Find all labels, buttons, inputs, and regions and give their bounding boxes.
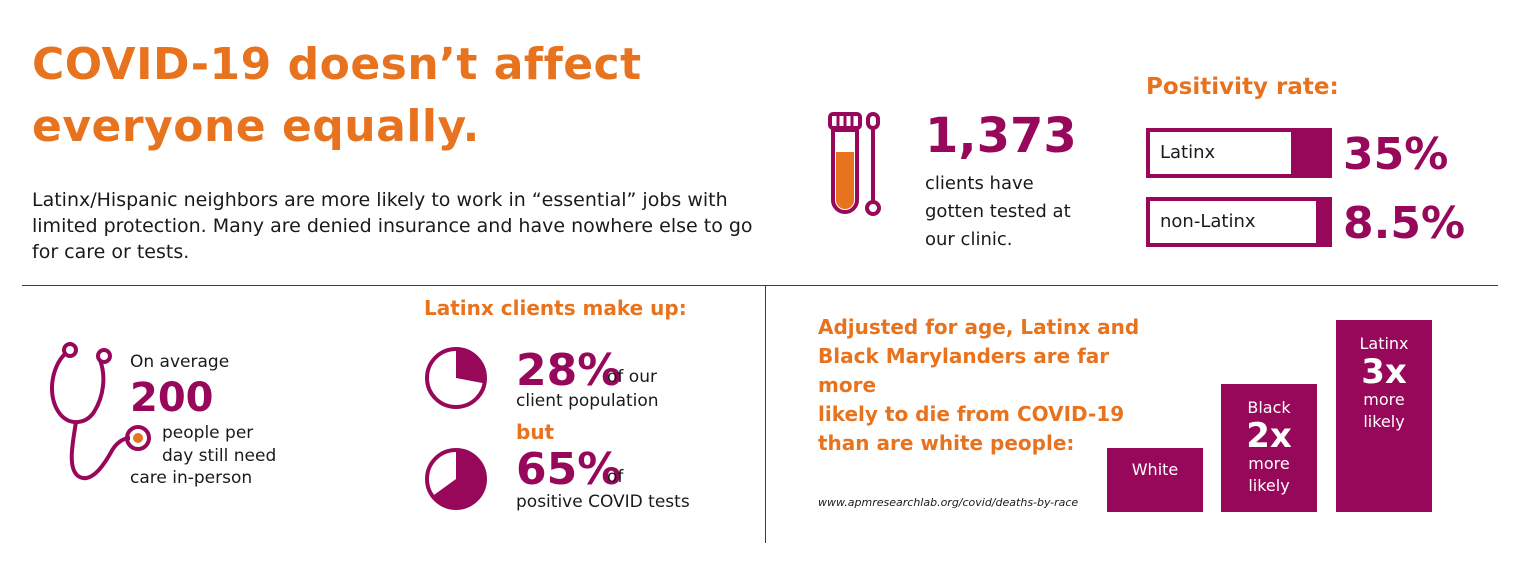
client-share-pie <box>425 347 487 409</box>
in-person-closing: care in-person <box>130 468 253 488</box>
positivity-bar-track <box>1150 201 1316 243</box>
tested-description: clients have gotten tested at our clinic… <box>925 170 1105 254</box>
bar-multiplier: 3x <box>1361 352 1407 392</box>
bar-note: likely <box>1363 412 1405 431</box>
tested-desc-line: clients have <box>925 173 1034 194</box>
mortality-bar-white: White <box>1107 448 1203 512</box>
tested-count: 1,373 <box>925 108 1077 164</box>
mortality-bar-black: Black 2x more likely <box>1221 384 1317 512</box>
client-share-percent: 28% <box>516 345 622 396</box>
mortality-title-line: Adjusted for age, Latinx and <box>818 315 1140 339</box>
but-connector: but <box>516 420 555 444</box>
page-title: COVID-19 doesn’t affect everyone equally… <box>32 34 792 158</box>
title-line-2: everyone equally. <box>32 101 480 152</box>
bar-note: likely <box>1248 476 1290 495</box>
title-line-1: COVID-19 doesn’t affect <box>32 39 642 90</box>
bar-note: more <box>1363 390 1405 409</box>
mortality-title-line: likely to die from COVID-19 <box>818 402 1125 426</box>
source-link[interactable]: www.apmresearchlab.org/covid/deaths-by-r… <box>818 496 1079 509</box>
bar-label: Black <box>1247 398 1291 417</box>
bar-label: White <box>1131 460 1179 479</box>
bar-note: more <box>1248 454 1290 473</box>
positivity-bar-non-latinx: non-Latinx <box>1146 197 1332 247</box>
intro-paragraph: Latinx/Hispanic neighbors are more likel… <box>32 189 753 263</box>
positivity-value-non-latinx: 8.5% <box>1343 198 1466 249</box>
positivity-bar-latinx: Latinx <box>1146 128 1332 178</box>
in-person-desc-line: people per <box>162 423 254 443</box>
mortality-title-line: Black Marylanders are far more <box>818 344 1110 397</box>
in-person-number: 200 <box>130 375 214 421</box>
in-person-intro: On average <box>130 352 230 372</box>
latinx-share-title: Latinx clients make up: <box>424 296 687 320</box>
bar-multiplier: 2x <box>1246 416 1292 456</box>
mortality-title-line: than are white people: <box>818 431 1075 455</box>
positivity-label-non-latinx: non-Latinx <box>1160 211 1256 232</box>
positive-share-percent: 65% <box>516 444 622 495</box>
in-person-description: people per day still need <box>162 422 302 468</box>
mortality-bar-latinx: Latinx 3x more likely <box>1336 320 1432 512</box>
tested-desc-line: gotten tested at <box>925 201 1071 222</box>
positivity-value-latinx: 35% <box>1343 129 1449 180</box>
vertical-divider <box>765 285 766 543</box>
tested-desc-line: our clinic. <box>925 229 1013 250</box>
bar-label: Latinx <box>1359 334 1409 353</box>
positivity-title: Positivity rate: <box>1146 74 1339 100</box>
test-tube-swab-icon <box>828 112 881 216</box>
client-share-label: client population <box>516 391 659 411</box>
in-person-desc-line: day still need <box>162 446 277 466</box>
client-share-suffix: of our <box>607 367 657 387</box>
horizontal-divider <box>22 285 1498 286</box>
positive-share-pie <box>425 448 487 510</box>
positive-share-suffix: of <box>607 467 624 487</box>
positive-share-label: positive COVID tests <box>516 492 690 512</box>
mortality-title: Adjusted for age, Latinx and Black Maryl… <box>818 313 1148 458</box>
stethoscope-icon <box>50 342 151 480</box>
positivity-bar-track <box>1150 132 1291 174</box>
positivity-label-latinx: Latinx <box>1160 142 1216 163</box>
